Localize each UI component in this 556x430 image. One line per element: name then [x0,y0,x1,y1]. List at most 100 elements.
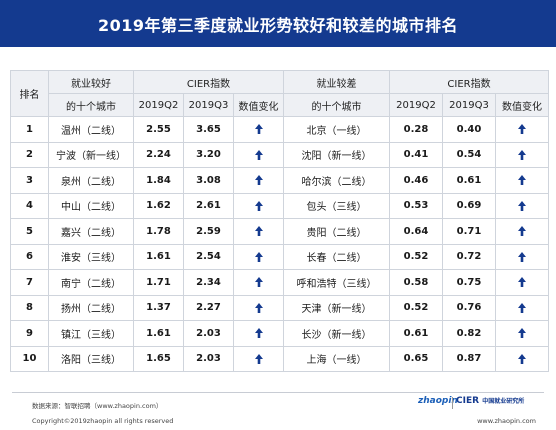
table-row: 4 中山（二线） 1.62 2.61 包头（三线） 0.53 0.69 [10,192,549,219]
cell-bad-city: 天津（新一线） [283,294,390,321]
cell-bad-q3: 0.40 [442,116,496,143]
table-row: 6 淮安（三线） 1.61 2.54 长春（二线） 0.52 0.72 [10,243,549,270]
cier-logo-text: CIER [456,396,480,406]
cell-bad-city: 呼和浩特（三线） [283,269,390,296]
up-arrow-icon [516,123,528,135]
cell-rank: 4 [10,192,49,219]
cell-bad-q2: 0.61 [389,320,443,347]
cell-good-q3: 2.27 [183,294,234,321]
logo-separator [452,397,453,409]
up-arrow-icon [516,302,528,314]
cell-bad-city: 沈阳（新一线） [283,141,390,168]
cell-good-change [233,192,284,219]
cell-good-city: 洛阳（三线） [48,345,134,372]
up-arrow-icon [253,123,265,135]
table-row: 10 洛阳（三线） 1.65 2.03 上海（一线） 0.65 0.87 [10,345,549,372]
cell-bad-city: 哈尔滨（二线） [283,167,390,194]
cell-good-city: 镇江（三线） [48,320,134,347]
header-bad-cier-index: CIER指数 [389,70,549,94]
cell-good-change [233,116,284,143]
cell-rank: 6 [10,243,49,270]
cell-good-q3: 3.65 [183,116,234,143]
footer-divider [12,392,544,393]
footer: 数据来源：智联招聘（www.zhaopin.com） Copyright©201… [0,392,556,430]
cell-good-city: 泉州（二线） [48,167,134,194]
table-body: 1 温州（二线） 2.55 3.65 北京（一线） 0.28 0.40 2 宁波（新一线） 2.2… [10,116,549,372]
cell-good-city: 淮安（三线） [48,243,134,270]
cell-bad-q2: 0.65 [389,345,443,372]
cell-rank: 9 [10,320,49,347]
cier-logo: CIER 中国就业研究所 [456,396,524,406]
cell-good-q2: 1.37 [133,294,184,321]
cell-good-q2: 2.24 [133,141,184,168]
footer-copyright: Copyright©2019zhaopin all rights reserve… [32,417,174,425]
cell-bad-q2: 0.41 [389,141,443,168]
up-arrow-icon [516,353,528,365]
cell-good-city: 嘉兴（二线） [48,218,134,245]
cell-bad-q2: 0.64 [389,218,443,245]
header-good-q3: 2019Q3 [183,93,234,117]
cell-good-q2: 1.71 [133,269,184,296]
cell-rank: 5 [10,218,49,245]
header-bad-cities-line1: 就业较差 [283,70,390,94]
up-arrow-icon [253,251,265,263]
up-arrow-icon [253,327,265,339]
cell-bad-q2: 0.58 [389,269,443,296]
cell-good-q2: 1.84 [133,167,184,194]
up-arrow-icon [516,174,528,186]
cell-good-q3: 2.03 [183,345,234,372]
cell-good-q2: 1.62 [133,192,184,219]
up-arrow-icon [253,225,265,237]
cell-rank: 2 [10,141,49,168]
cell-bad-city: 包头（三线） [283,192,390,219]
cell-bad-q3: 0.71 [442,218,496,245]
table-row: 5 嘉兴（二线） 1.78 2.59 贵阳（二线） 0.64 0.71 [10,218,549,245]
table-row: 3 泉州（二线） 1.84 3.08 哈尔滨（二线） 0.46 0.61 [10,167,549,194]
footer-source: 数据来源：智联招聘（www.zhaopin.com） [32,402,163,410]
up-arrow-icon [516,225,528,237]
cell-good-q2: 1.78 [133,218,184,245]
cell-bad-change [495,192,549,219]
header-good-cities-line2: 的十个城市 [48,93,134,117]
cell-good-q2: 1.61 [133,320,184,347]
cell-rank: 3 [10,167,49,194]
table-row: 9 镇江（三线） 1.61 2.03 长沙（新一线） 0.61 0.82 [10,320,549,347]
cell-bad-q2: 0.52 [389,294,443,321]
cell-good-change [233,320,284,347]
up-arrow-icon [253,149,265,161]
cell-good-q3: 2.34 [183,269,234,296]
up-arrow-icon [516,251,528,263]
cell-bad-q2: 0.46 [389,167,443,194]
cell-bad-change [495,294,549,321]
cell-bad-change [495,269,549,296]
cell-good-change [233,294,284,321]
up-arrow-icon [253,353,265,365]
cell-bad-change [495,218,549,245]
cell-good-change [233,141,284,168]
table-row: 7 南宁（二线） 1.71 2.34 呼和浩特（三线） 0.58 0.75 [10,269,549,296]
cell-bad-q3: 0.76 [442,294,496,321]
cell-bad-city: 贵阳（二线） [283,218,390,245]
up-arrow-icon [516,276,528,288]
cell-good-q2: 2.55 [133,116,184,143]
cell-good-city: 中山（二线） [48,192,134,219]
header-bad-change: 数值变化 [495,93,549,117]
cell-good-q2: 1.61 [133,243,184,270]
cell-bad-q3: 0.61 [442,167,496,194]
cell-good-change [233,243,284,270]
table-row: 2 宁波（新一线） 2.24 3.20 沈阳（新一线） 0.41 0.54 [10,141,549,168]
ranking-table-container: 排名 就业较好 CIER指数 就业较差 CIER指数 的十个城市 2019Q2 … [10,70,549,372]
table-row: 1 温州（二线） 2.55 3.65 北京（一线） 0.28 0.40 [10,116,549,143]
cell-good-city: 宁波（新一线） [48,141,134,168]
cell-rank: 8 [10,294,49,321]
cell-bad-change [495,141,549,168]
cell-good-q3: 2.61 [183,192,234,219]
cell-good-city: 南宁（二线） [48,269,134,296]
cell-bad-q3: 0.54 [442,141,496,168]
table-row: 8 扬州（二线） 1.37 2.27 天津（新一线） 0.52 0.76 [10,294,549,321]
cell-good-q3: 3.20 [183,141,234,168]
up-arrow-icon [516,327,528,339]
cell-bad-q3: 0.82 [442,320,496,347]
cell-bad-q2: 0.28 [389,116,443,143]
cell-good-q3: 2.59 [183,218,234,245]
